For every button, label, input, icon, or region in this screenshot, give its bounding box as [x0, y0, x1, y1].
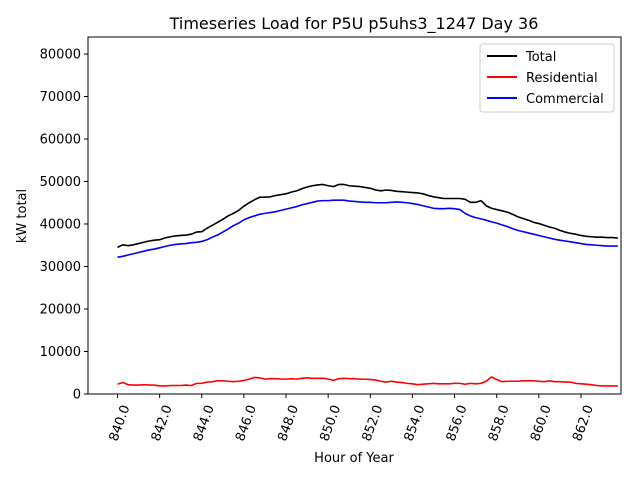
y-tick-label: 60000 [40, 133, 81, 148]
legend-box [479, 43, 615, 113]
series-line-residential [117, 376, 618, 387]
y-tick-label: 70000 [40, 90, 81, 105]
y-tick-label: 0 [73, 388, 81, 403]
legend-label-residential: Residential [526, 71, 598, 86]
y-axis-label: kW total [15, 189, 30, 243]
legend-label-total: Total [525, 50, 556, 65]
legend-label-commercial: Commercial [526, 92, 604, 107]
series-line-total [117, 183, 618, 249]
chart-title: Timeseries Load for P5U p5uhs3_1247 Day … [169, 14, 539, 34]
y-tick-label: 10000 [40, 345, 81, 360]
y-tick-label: 30000 [40, 260, 81, 275]
y-tick-label: 80000 [40, 48, 81, 63]
plot-frame [87, 36, 622, 395]
x-axis-label: Hour of Year [314, 451, 394, 466]
series-line-commercial [117, 199, 618, 258]
y-tick-label: 20000 [40, 303, 81, 318]
y-tick-label: 40000 [40, 218, 81, 233]
y-tick-label: 50000 [40, 175, 81, 190]
series-layer [117, 183, 618, 387]
legend: Total Residential Commercial [479, 43, 615, 113]
